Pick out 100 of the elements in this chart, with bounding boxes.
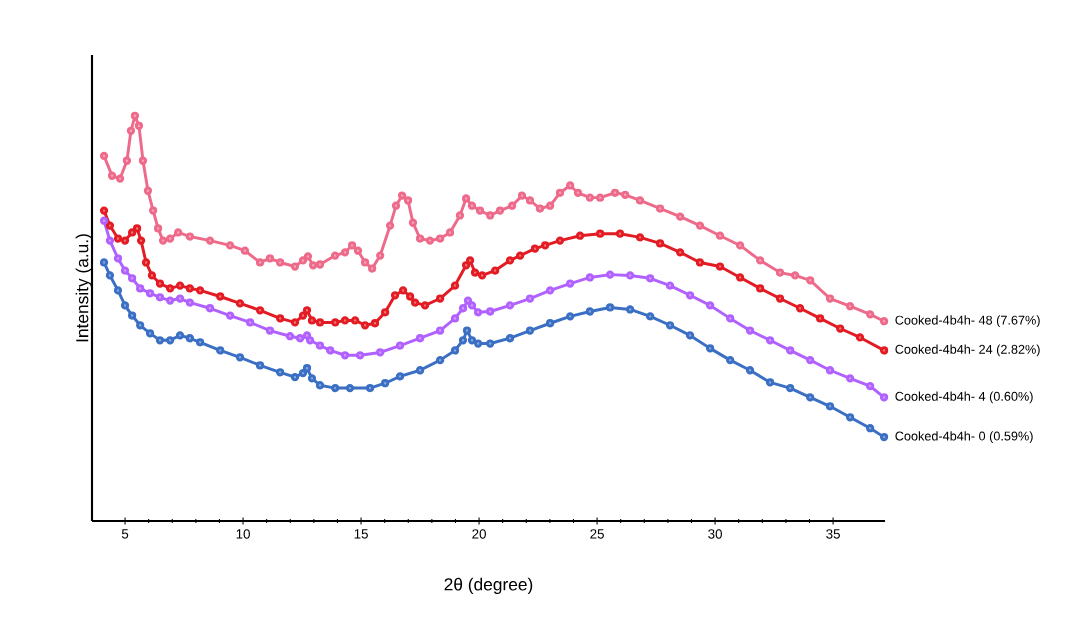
point [665, 281, 675, 290]
point [175, 331, 185, 340]
point [285, 332, 295, 341]
point [467, 301, 477, 310]
point [825, 402, 835, 411]
x-tick-label: 5 [121, 529, 129, 539]
point [136, 321, 145, 330]
x-axis-title: 2θ (degree) [444, 577, 533, 594]
point [705, 301, 715, 310]
point [685, 331, 695, 340]
point [745, 326, 755, 335]
point [355, 351, 365, 360]
y-axis-title: Intensity (a.u.) [75, 234, 92, 342]
point [786, 346, 795, 355]
point [866, 424, 875, 433]
point [605, 270, 615, 279]
point [473, 339, 483, 348]
point [467, 336, 477, 345]
point [665, 321, 675, 330]
point [486, 339, 495, 348]
point [845, 413, 855, 422]
point [786, 383, 795, 393]
point [185, 334, 195, 343]
point [315, 381, 325, 390]
point [99, 216, 109, 225]
point [435, 326, 445, 335]
point [127, 274, 137, 283]
point [145, 329, 155, 338]
point [340, 351, 350, 360]
point [765, 378, 775, 387]
x-tick-label: 30 [708, 529, 722, 539]
point [646, 274, 655, 283]
point [745, 366, 755, 375]
point [879, 393, 889, 402]
point [298, 368, 308, 378]
point [113, 286, 123, 295]
point [127, 311, 137, 320]
point [265, 326, 275, 335]
point [113, 254, 123, 263]
point [505, 301, 515, 310]
point [290, 373, 300, 382]
point [866, 381, 875, 391]
point [545, 319, 555, 328]
point [235, 353, 245, 362]
point [120, 266, 130, 275]
point [185, 298, 195, 307]
point [726, 355, 735, 365]
point [302, 364, 312, 373]
point [525, 294, 535, 303]
series-label: Cooked-4b4h- 0 (0.59%) [895, 431, 1033, 444]
point [458, 304, 468, 313]
point [296, 334, 305, 343]
series-label: Cooked-4b4h- 24 (2.82%) [895, 344, 1040, 357]
point [326, 346, 335, 355]
point [345, 383, 355, 393]
point [99, 258, 109, 267]
x-tick-label: 10 [236, 529, 250, 539]
point [145, 289, 155, 298]
point [646, 312, 655, 321]
point [879, 432, 889, 442]
x-tick-label: 25 [590, 529, 604, 539]
point [155, 336, 165, 345]
point [685, 291, 695, 300]
point [246, 318, 255, 327]
point [605, 303, 615, 312]
point [566, 279, 575, 288]
point [195, 338, 205, 347]
point [165, 296, 175, 305]
point [165, 336, 175, 345]
point [105, 271, 115, 280]
point [255, 361, 265, 370]
point [175, 294, 185, 303]
point [585, 273, 595, 282]
point [806, 355, 815, 365]
point [381, 379, 390, 388]
point [376, 348, 385, 357]
series-label: Cooked-4b4h- 4 (0.60%) [895, 391, 1033, 404]
point [566, 312, 575, 321]
point [585, 307, 595, 316]
point [225, 311, 235, 320]
point [307, 374, 317, 383]
point [105, 236, 115, 245]
point [415, 366, 425, 375]
point [505, 334, 515, 343]
point [625, 305, 635, 314]
point [136, 284, 145, 293]
point [315, 341, 325, 350]
point [705, 344, 715, 353]
point [486, 307, 495, 316]
point [625, 271, 635, 280]
point [395, 341, 405, 350]
point [473, 308, 483, 317]
point [463, 296, 473, 305]
point [275, 368, 285, 377]
point [395, 372, 405, 381]
point [462, 326, 472, 335]
point [305, 336, 315, 345]
point [205, 304, 215, 313]
point [458, 336, 468, 345]
point [155, 293, 165, 302]
